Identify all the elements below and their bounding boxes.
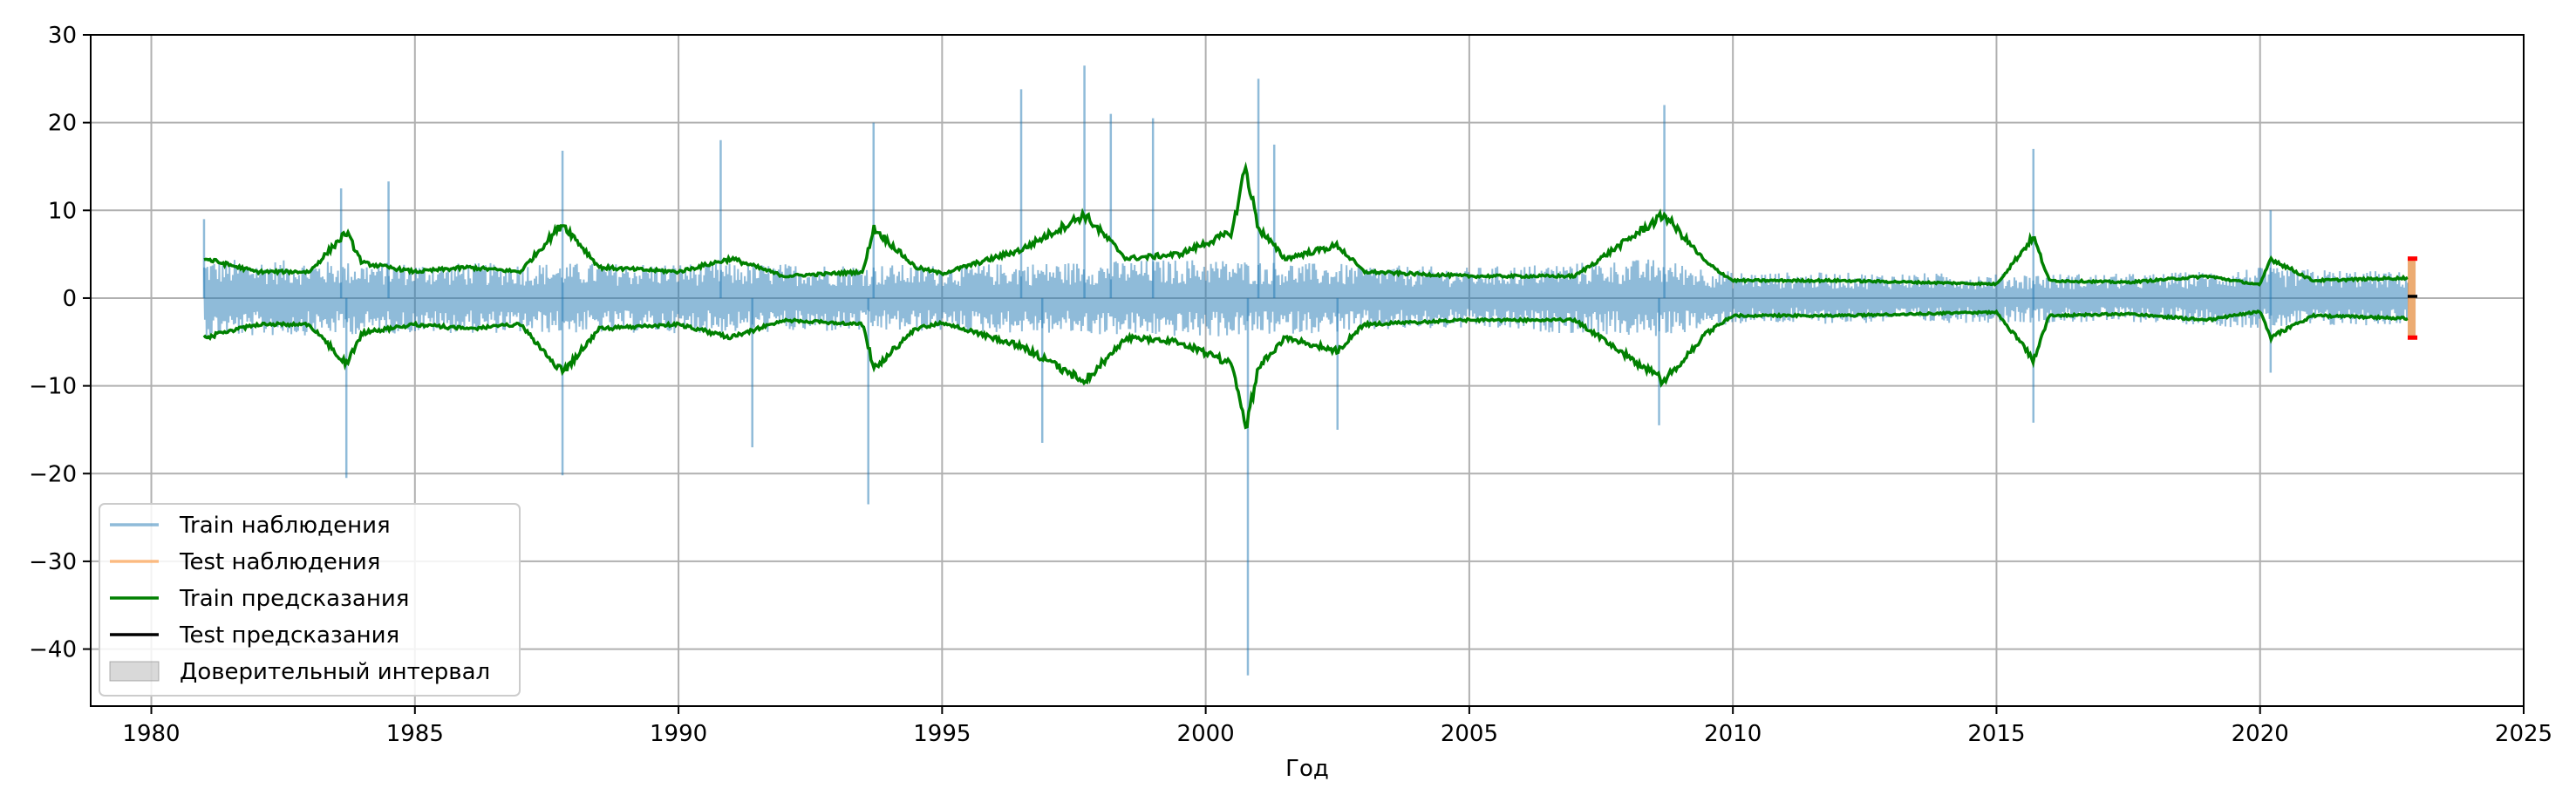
x-tick-label: 1985 — [386, 721, 444, 747]
x-axis: 1980 1985 1990 1995 2000 2005 2010 2015 2020 2025 — [122, 706, 2552, 747]
x-tick-label: 2005 — [1441, 721, 1498, 747]
y-tick-label: −40 — [29, 637, 77, 663]
legend-label: Доверительный интервал — [180, 659, 490, 685]
x-tick-label: 2020 — [2232, 721, 2289, 747]
y-tick-label: −20 — [29, 461, 77, 487]
train-predicted-upper — [203, 161, 2409, 287]
test-segment — [2407, 256, 2418, 340]
y-axis: 30 20 10 0 −10 −20 −30 −40 — [29, 23, 91, 663]
x-tick-label: 1990 — [650, 721, 707, 747]
legend-label: Test предсказания — [179, 622, 399, 649]
x-tick-label: 1995 — [913, 721, 971, 747]
x-tick-label: 2000 — [1177, 721, 1235, 747]
legend-label: Train наблюдения — [179, 513, 391, 539]
y-tick-label: −30 — [29, 549, 77, 575]
legend-box — [99, 503, 521, 697]
legend-swatch — [109, 661, 160, 682]
legend: Train наблюдения Test наблюдения Train пре… — [99, 503, 521, 697]
y-tick-label: −10 — [29, 374, 77, 400]
test-observed-area — [2407, 258, 2416, 338]
series-train-observed — [202, 65, 2409, 676]
series-train-predicted — [202, 161, 2409, 430]
x-axis-title: Год — [1285, 756, 1329, 782]
legend-label: Test наблюдения — [179, 549, 380, 575]
x-tick-label: 1980 — [122, 721, 180, 747]
train-observed-line — [202, 259, 2409, 338]
x-tick-label: 2015 — [1967, 721, 2025, 747]
train-predicted-lower — [202, 309, 2409, 430]
y-tick-label: 20 — [48, 111, 77, 137]
x-tick-label: 2025 — [2495, 721, 2552, 747]
y-tick-label: 0 — [62, 286, 77, 312]
plot-frame — [90, 34, 2525, 707]
x-tick-label: 2010 — [1704, 721, 1762, 747]
legend-label: Train предсказания — [179, 586, 409, 612]
y-tick-label: 30 — [48, 23, 77, 49]
y-tick-label: 10 — [48, 198, 77, 224]
plot-area — [202, 65, 2418, 676]
